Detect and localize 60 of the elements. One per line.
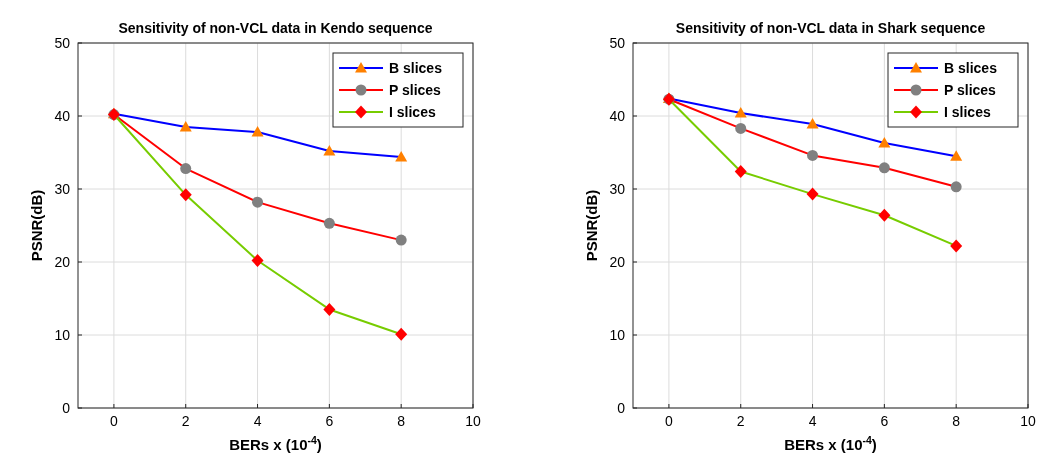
legend-label: P slices <box>944 82 997 98</box>
x-tick-label: 0 <box>665 413 674 429</box>
point <box>323 217 335 229</box>
point <box>806 187 819 201</box>
x-axis-title: BERs x (10$^{-4}$) <box>229 434 322 453</box>
x-tick-label: 0 <box>110 413 119 429</box>
point <box>878 162 890 174</box>
point <box>180 163 192 175</box>
x-axis-title: BERs x (10$^{-4}$) <box>784 434 877 453</box>
y-tick-label: 40 <box>54 108 71 124</box>
point <box>323 145 336 156</box>
point <box>950 150 963 161</box>
y-tick-label: 30 <box>54 181 71 197</box>
y-tick-label: 50 <box>54 35 71 51</box>
y-tick-label: 20 <box>54 254 71 270</box>
point <box>251 254 264 268</box>
y-tick-label: 30 <box>609 181 626 197</box>
point <box>807 149 819 161</box>
x-tick-label: 10 <box>1020 413 1036 429</box>
point <box>252 196 264 208</box>
y-tick-label: 50 <box>609 35 626 51</box>
chart-title: Sensitivity of non-VCL data in Kendo sequence <box>118 20 433 36</box>
point <box>878 137 891 148</box>
y-tick-label: 20 <box>609 254 626 270</box>
point <box>806 118 819 129</box>
x-tick-label: 6 <box>325 413 334 429</box>
point <box>950 181 962 193</box>
x-tick-label: 8 <box>952 413 961 429</box>
x-tick-label: 8 <box>397 413 406 429</box>
legend-label: B slices <box>944 60 998 76</box>
point <box>878 208 891 222</box>
point <box>395 234 407 246</box>
point <box>251 126 264 137</box>
y-tick-label: 0 <box>62 400 71 416</box>
x-tick-label: 4 <box>253 413 262 429</box>
point <box>179 120 192 132</box>
legend-label: I slices <box>389 104 436 120</box>
y-tick-label: 10 <box>609 327 626 343</box>
y-tick-label: 0 <box>617 400 626 416</box>
point <box>395 327 408 341</box>
chart-title: Sensitivity of non-VCL data in Shark sequence <box>675 20 986 36</box>
x-tick-label: 6 <box>880 413 889 429</box>
point <box>734 107 747 118</box>
x-tick-label: 2 <box>736 413 745 429</box>
y-tick-label: 40 <box>609 108 626 124</box>
point <box>734 164 747 178</box>
legend-label: I slices <box>944 104 991 120</box>
point <box>735 122 747 134</box>
point <box>179 188 192 202</box>
x-tick-label: 2 <box>181 413 190 429</box>
point <box>323 302 336 316</box>
y-tick-label: 10 <box>54 327 71 343</box>
y-axis-title: PSNR(dB) <box>28 189 45 262</box>
point <box>395 150 408 162</box>
legend-label: B slices <box>389 60 443 76</box>
x-tick-label: 10 <box>465 413 481 429</box>
x-tick-label: 4 <box>808 413 817 429</box>
point <box>950 239 963 253</box>
legend-label: P slices <box>389 82 442 98</box>
y-axis-title: PSNR(dB) <box>583 189 600 262</box>
